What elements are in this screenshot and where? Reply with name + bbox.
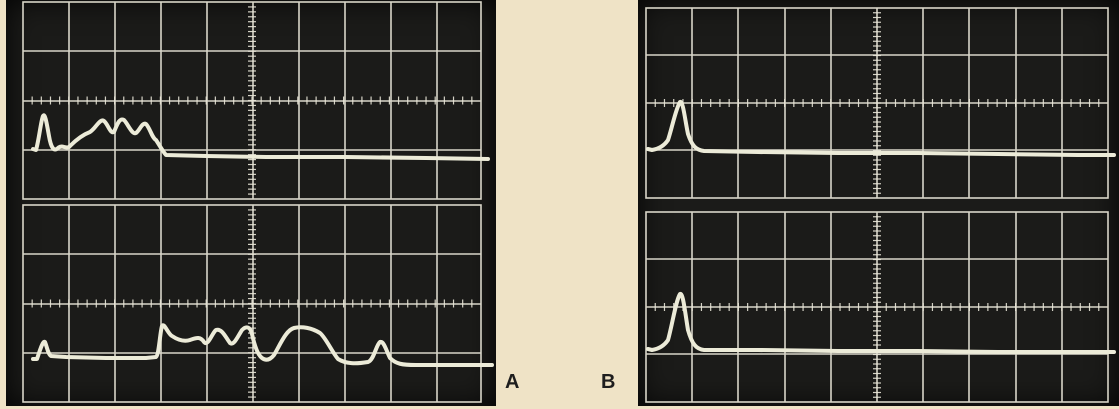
panel-label-b: B [601, 371, 616, 393]
graticule-ticks-a [31, 6, 473, 398]
oscillogram-a [22, 1, 494, 403]
oscillogram-b [645, 7, 1116, 403]
graticule-b [645, 7, 1109, 403]
oscilloscope-screen-a [6, 0, 496, 406]
upper-trace-b [646, 99, 1116, 157]
upper-trace-a [31, 113, 490, 161]
graticule-ticks-b [654, 12, 1100, 398]
lower-trace-b [646, 291, 1116, 354]
panel-label-a: A [505, 371, 520, 393]
lower-trace-a [31, 323, 494, 367]
oscilloscope-screen-b [638, 0, 1119, 406]
